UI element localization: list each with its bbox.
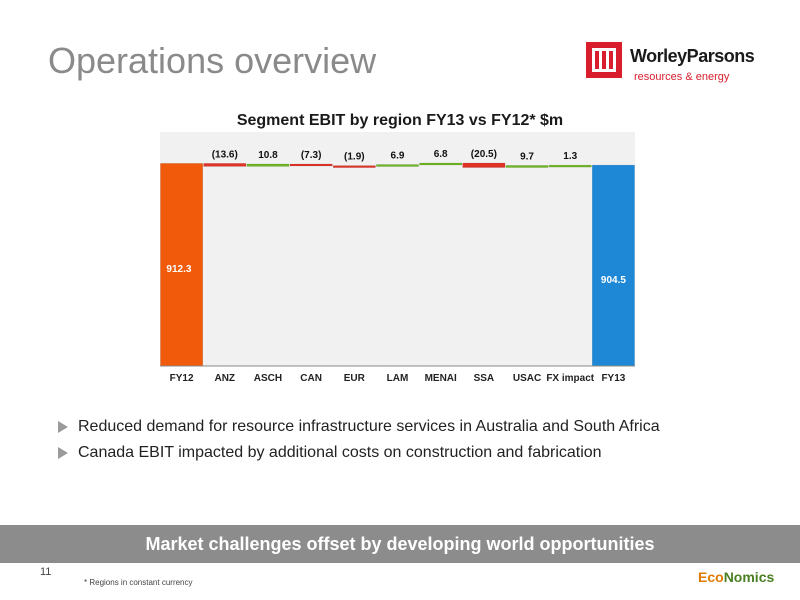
x-tick-label: FY12 — [170, 373, 194, 384]
bar-menai — [419, 162, 463, 166]
bullet-item: Reduced demand for resource infrastructu… — [58, 416, 660, 442]
bar-can — [289, 163, 333, 167]
page-number: 11 — [40, 566, 52, 578]
data-label: 912.3 — [166, 264, 191, 275]
x-tick-label: SSA — [474, 373, 495, 384]
economics-logo: EcoNomics — [698, 569, 775, 585]
footnote: * Regions in constant currency — [84, 578, 193, 587]
triangle-bullet-icon — [58, 421, 68, 433]
logo-tagline: resources & energy — [634, 71, 730, 83]
bar-fx-impact — [548, 164, 592, 168]
bar-usac — [505, 165, 549, 168]
data-label: 10.8 — [258, 150, 278, 161]
data-label: 6.8 — [434, 149, 448, 160]
worleyparsons-logo: WorleyParsons resources & energy — [586, 42, 776, 92]
x-tick-label: MENAI — [425, 373, 457, 384]
data-label: 904.5 — [601, 275, 626, 286]
bar-fy13 — [592, 164, 635, 367]
data-label: (1.9) — [344, 152, 365, 163]
x-tick-label: FY13 — [601, 373, 625, 384]
bullet-list: Reduced demand for resource infrastructu… — [58, 416, 660, 468]
bar-ssa — [462, 162, 506, 168]
x-tick-label: ANZ — [214, 373, 235, 384]
x-tick-label: LAM — [387, 373, 409, 384]
page-title: Operations overview — [48, 40, 377, 81]
x-tick-label: USAC — [513, 373, 541, 384]
bullet-text: Canada EBIT impacted by additional costs… — [78, 444, 602, 461]
worleyparsons-logo-icon — [586, 42, 622, 78]
waterfall-chart: 912.3 FY12 (13.6) ANZ 10.8 ASCH (7.3) CAN (1.9) E… — [160, 132, 635, 384]
triangle-bullet-icon — [58, 447, 68, 459]
x-tick-label: EUR — [344, 373, 366, 384]
x-tick-label: ASCH — [254, 373, 282, 384]
summary-banner: Market challenges offset by developing w… — [0, 525, 800, 563]
data-label: (20.5) — [471, 149, 497, 160]
data-label: (13.6) — [212, 149, 238, 160]
data-label: 6.9 — [391, 151, 405, 162]
data-label: (7.3) — [301, 150, 322, 161]
logo-name: WorleyParsons — [630, 46, 755, 66]
plot-background — [160, 132, 635, 366]
bar-anz — [203, 163, 247, 167]
bar-eur — [332, 165, 376, 168]
bar-asch — [246, 163, 290, 167]
bullet-item: Canada EBIT impacted by additional costs… — [58, 442, 660, 468]
x-tick-label: FX impact — [546, 373, 594, 384]
bar-fy12 — [160, 163, 204, 367]
bullet-text: Reduced demand for resource infrastructu… — [78, 418, 660, 435]
bar-lam — [376, 164, 419, 167]
data-label: 9.7 — [520, 151, 534, 162]
data-label: 1.3 — [563, 151, 577, 162]
chart-title: Segment EBIT by region FY13 vs FY12* $m — [236, 112, 564, 129]
x-tick-label: CAN — [300, 373, 322, 384]
